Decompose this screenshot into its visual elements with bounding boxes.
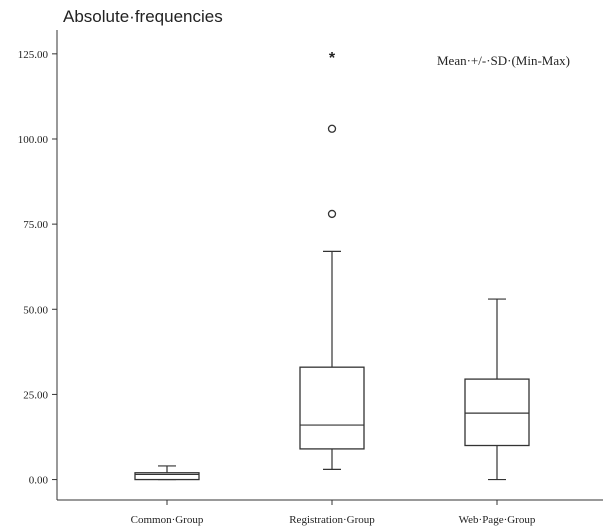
x-tick-label: Web·Page·Group [459,514,536,526]
iqr-box [464,378,530,447]
x-ticks: Common·Group Registration·Group Web·Page·G… [131,500,536,526]
axes [56,30,603,501]
x-tick-label: Registration·Group [289,514,375,526]
iqr-box [134,472,200,481]
box-group: * [299,50,365,470]
y-ticks: 0.00 25.00 50.00 75.00 100.00 125.00 [18,49,57,487]
extreme-outlier-point: * [329,50,336,67]
outlier-point [327,209,337,219]
y-tick-label: 25.00 [23,389,48,401]
y-tick-label: 75.00 [23,219,48,231]
chart-annotation: Mean·+/-·SD·(Min-Max) [437,53,570,68]
iqr-box [299,366,365,450]
x-tick-label: Common·Group [131,514,204,526]
box-group [134,465,200,481]
boxes: * [134,50,530,481]
box-group [464,298,530,481]
y-tick-label: 125.00 [18,49,49,61]
outlier-point [327,124,337,133]
y-tick-label: 100.00 [18,134,49,146]
y-tick-label: 50.00 [23,304,48,316]
chart-title: Absolute·frequencies [63,7,223,26]
y-tick-label: 0.00 [29,475,49,487]
